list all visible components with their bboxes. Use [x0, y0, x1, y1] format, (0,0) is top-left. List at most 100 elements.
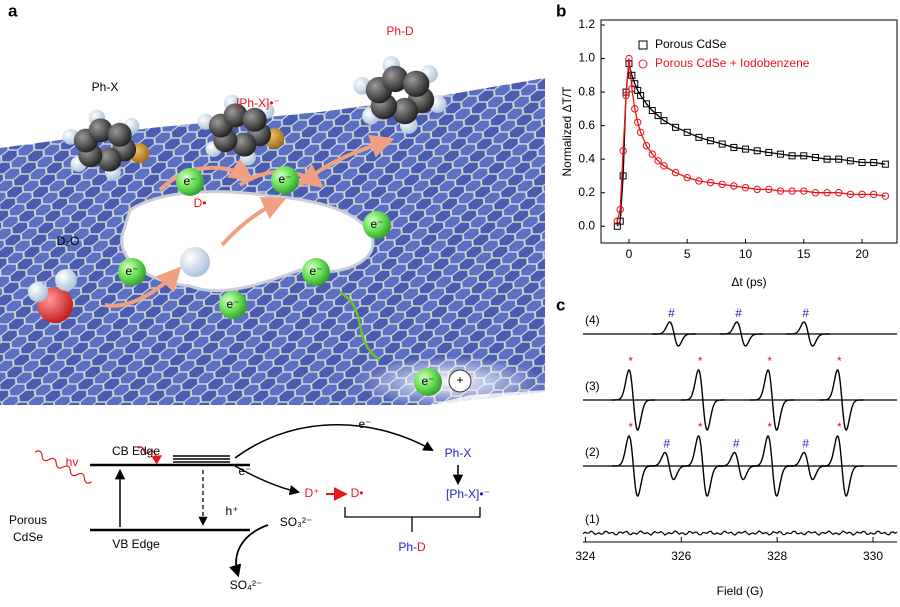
atom — [391, 97, 419, 125]
data-point — [683, 128, 691, 136]
hole — [448, 369, 472, 393]
data-point — [718, 140, 726, 148]
y-tick-label: 0.0 — [578, 218, 595, 232]
atom — [223, 103, 248, 128]
photon-label: hv — [66, 455, 79, 469]
data-point — [730, 143, 738, 151]
species-label: SO₄²⁻ — [230, 578, 263, 592]
arrow — [158, 157, 255, 192]
fit-line — [616, 58, 886, 222]
resonance — [719, 321, 763, 347]
data-point — [881, 192, 890, 200]
material-label: Porous — [9, 513, 47, 527]
data-point — [835, 188, 843, 197]
data-point — [654, 157, 662, 165]
water-label: D₂O — [57, 234, 80, 248]
baseline — [582, 530, 898, 536]
peak-mark: # — [802, 306, 809, 320]
atom — [271, 166, 299, 194]
panel-label: b — [556, 1, 566, 20]
atom — [232, 132, 257, 157]
legend-label: Porous CdSe + Iodobenzene — [655, 56, 810, 70]
data-point — [858, 190, 866, 199]
electron-label: e⁻ — [238, 464, 251, 478]
atom — [302, 258, 330, 286]
data-point — [695, 133, 703, 141]
atom — [242, 107, 267, 132]
electron-label: e⁻ — [125, 264, 138, 278]
y-tick-label: 1.2 — [578, 17, 595, 31]
molecule-label: [Ph-X]•⁻ — [236, 96, 280, 110]
path — [339, 290, 381, 362]
atom — [176, 168, 204, 196]
atom — [118, 258, 146, 286]
data-point — [788, 187, 796, 195]
atom — [363, 211, 391, 239]
data-point — [765, 148, 773, 156]
x-tick-label: 15 — [797, 247, 811, 261]
electron-label: e⁻ — [278, 172, 291, 186]
data-point — [811, 153, 819, 161]
hole-label: + — [456, 373, 463, 387]
data-point — [823, 155, 831, 163]
data-point — [671, 168, 680, 177]
data-point — [654, 112, 662, 120]
plot-frame — [600, 19, 898, 244]
data-point — [742, 145, 750, 153]
fade — [430, 390, 545, 405]
x-tick-label: 0 — [626, 247, 633, 261]
peak-mark: * — [698, 420, 703, 434]
atom — [402, 70, 430, 97]
resonance — [750, 369, 794, 431]
data-point — [776, 187, 785, 195]
peak-mark: * — [837, 354, 842, 368]
data-point — [800, 187, 808, 195]
data-point — [628, 71, 636, 79]
peak-mark: * — [767, 420, 772, 434]
resonance — [611, 435, 655, 497]
peak-mark: * — [628, 354, 633, 368]
data-point — [765, 185, 773, 194]
peak-mark: # — [733, 437, 740, 451]
atom — [28, 282, 48, 302]
x-tick-label: 326 — [671, 549, 691, 563]
molecule-label: Ph-D — [386, 24, 414, 38]
data-point — [800, 152, 808, 160]
species-label: [Ph-X]•⁻ — [446, 487, 490, 501]
panel-label: c — [556, 295, 565, 314]
peak-mark: * — [698, 354, 703, 368]
arrow — [234, 424, 434, 459]
data-point — [706, 178, 715, 187]
trace-label: (2) — [585, 445, 600, 459]
data-point — [642, 142, 651, 150]
data-point — [634, 118, 642, 126]
photon — [137, 446, 163, 465]
species-label: D• — [351, 486, 364, 500]
panel-label: a — [8, 1, 18, 20]
atom — [381, 65, 409, 93]
electron-label: e⁻ — [226, 297, 239, 311]
electron-label: e⁻ — [309, 264, 322, 278]
data-point — [811, 188, 820, 197]
data-point — [648, 150, 656, 158]
arrow — [220, 197, 287, 247]
photon — [34, 450, 92, 484]
peak-mark: # — [802, 437, 809, 451]
species-label: D⁺ — [305, 486, 320, 500]
data-point — [631, 105, 639, 113]
peak-mark: # — [663, 437, 670, 451]
y-tick-label: 0.4 — [578, 151, 595, 165]
trace-label: (4) — [585, 313, 600, 327]
data-point — [672, 123, 680, 131]
peak-mark: * — [767, 354, 772, 368]
data-point — [683, 173, 691, 182]
resonance — [820, 369, 864, 431]
arrow — [234, 465, 301, 496]
data-point — [660, 117, 668, 125]
data-point — [616, 217, 624, 225]
species-part: Ph- — [398, 540, 417, 554]
radical-label: D• — [194, 196, 207, 210]
resonance — [786, 321, 830, 347]
